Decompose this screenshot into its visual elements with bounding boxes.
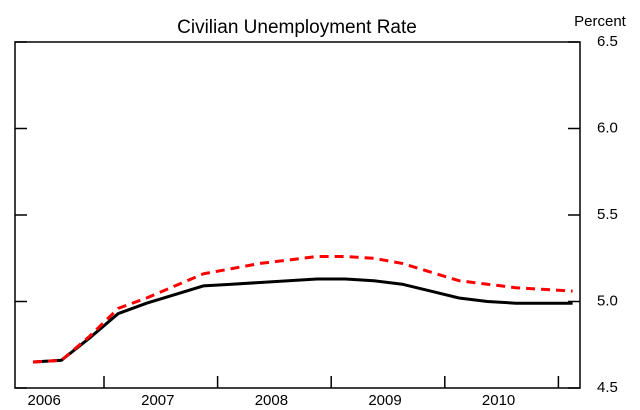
y-tick-label: 5.0 bbox=[597, 292, 618, 309]
x-tick-label: 2009 bbox=[368, 392, 401, 409]
x-tick-label: 2007 bbox=[141, 392, 174, 409]
y-tick-label: 4.5 bbox=[597, 379, 618, 396]
series-line bbox=[32, 277, 573, 364]
x-tick-label: 2006 bbox=[28, 392, 61, 409]
y-tick-label: 5.5 bbox=[597, 206, 618, 223]
x-tick-label: 2008 bbox=[255, 392, 288, 409]
y-tick-label: 6.5 bbox=[597, 33, 618, 50]
y-axis-label: Percent bbox=[574, 13, 627, 30]
y-tick-label: 6.0 bbox=[597, 119, 618, 136]
plot-frame bbox=[14, 41, 581, 389]
chart-title: Civilian Unemployment Rate bbox=[177, 17, 417, 38]
x-tick-label: 2010 bbox=[482, 392, 515, 409]
series-line bbox=[32, 255, 573, 364]
